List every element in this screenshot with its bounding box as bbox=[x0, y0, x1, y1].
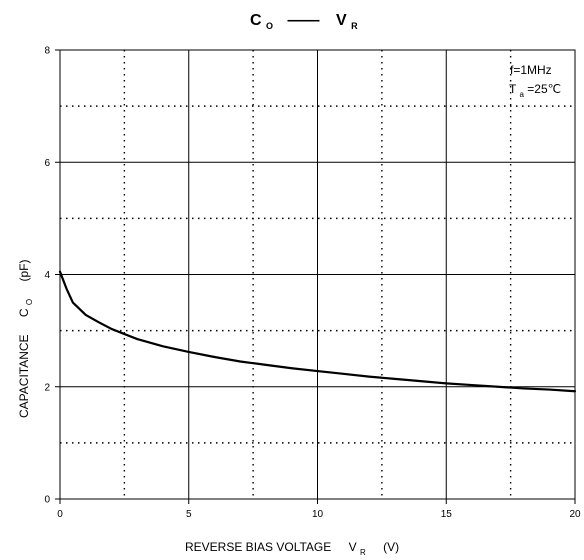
x-tick-label: 15 bbox=[441, 509, 453, 520]
y-axis-title-sub: O bbox=[25, 299, 34, 305]
x-axis-title-symbol: V bbox=[349, 540, 357, 554]
x-tick-label: 0 bbox=[57, 509, 63, 520]
y-tick-label: 4 bbox=[44, 270, 50, 281]
y-axis-title-main: CAPACITANCE bbox=[17, 334, 31, 418]
y-tick-label: 0 bbox=[44, 495, 50, 506]
x-axis-title-unit: (V) bbox=[383, 540, 399, 554]
title-right-main: V bbox=[336, 12, 347, 29]
y-tick-label: 2 bbox=[44, 382, 50, 393]
x-tick-label: 20 bbox=[569, 509, 581, 520]
y-axis-title: CAPACITANCE C O (pF) bbox=[17, 259, 35, 418]
x-tick-label: 5 bbox=[186, 509, 192, 520]
temperature-label-sub: a bbox=[519, 90, 524, 99]
x-tick-label: 10 bbox=[312, 509, 324, 520]
capacitance-curve bbox=[58, 270, 577, 393]
y-axis-title-symbol: C bbox=[17, 308, 31, 317]
x-axis-title: REVERSE BIAS VOLTAGE V R (V) bbox=[185, 540, 399, 558]
title-left-main: C bbox=[250, 12, 262, 29]
y-axis-title-unit: (pF) bbox=[17, 259, 31, 281]
y-tick-label: 6 bbox=[44, 158, 50, 169]
title-left-sub: O bbox=[266, 21, 273, 31]
frequency-annotation: f=1MHz bbox=[510, 63, 552, 77]
title-dash: —— bbox=[287, 12, 319, 29]
y-tick-label: 8 bbox=[44, 46, 50, 57]
temperature-value: =25℃ bbox=[527, 82, 561, 96]
temperature-label-main: T bbox=[509, 82, 517, 96]
title-right-sub: R bbox=[351, 21, 358, 31]
plot-layer: 0 5 10 15 20 0 2 4 6 8 bbox=[44, 46, 581, 521]
x-axis-title-main: REVERSE BIAS VOLTAGE bbox=[185, 540, 331, 554]
temperature-annotation: T a =25℃ bbox=[509, 82, 561, 100]
x-axis-title-sub: R bbox=[360, 548, 366, 557]
chart-title: C O —— V R bbox=[250, 12, 358, 33]
